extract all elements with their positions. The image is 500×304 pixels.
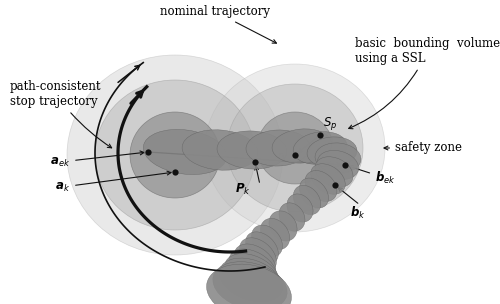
Text: $\boldsymbol{b}_{ek}$: $\boldsymbol{b}_{ek}$ <box>349 166 396 186</box>
Ellipse shape <box>95 80 255 230</box>
Ellipse shape <box>213 262 287 304</box>
Ellipse shape <box>260 218 290 250</box>
Text: $\boldsymbol{a}_k$: $\boldsymbol{a}_k$ <box>55 171 171 194</box>
Ellipse shape <box>182 130 258 170</box>
Text: $\boldsymbol{b}_k$: $\boldsymbol{b}_k$ <box>350 205 366 221</box>
Ellipse shape <box>287 194 313 222</box>
Ellipse shape <box>205 64 385 232</box>
Text: $\boldsymbol{P}_k$: $\boldsymbol{P}_k$ <box>235 182 251 197</box>
Ellipse shape <box>224 254 280 294</box>
Ellipse shape <box>217 131 287 169</box>
Ellipse shape <box>229 249 277 287</box>
Ellipse shape <box>219 258 283 302</box>
Ellipse shape <box>257 112 333 184</box>
Ellipse shape <box>305 171 337 202</box>
Ellipse shape <box>315 157 353 187</box>
Text: $S_p$: $S_p$ <box>323 115 338 132</box>
Ellipse shape <box>272 129 332 163</box>
Ellipse shape <box>240 238 277 272</box>
Ellipse shape <box>67 55 283 255</box>
Text: path-consistent
stop trajectory: path-consistent stop trajectory <box>10 80 112 148</box>
Ellipse shape <box>310 164 346 194</box>
Text: basic  bounding  volume
using a SSL: basic bounding volume using a SSL <box>348 37 500 129</box>
Ellipse shape <box>252 225 282 257</box>
Text: $\boldsymbol{a}_{ek}$: $\boldsymbol{a}_{ek}$ <box>50 151 144 168</box>
Ellipse shape <box>206 264 292 304</box>
Ellipse shape <box>144 130 226 174</box>
Text: $r_v$: $r_v$ <box>278 150 288 164</box>
Ellipse shape <box>293 132 347 164</box>
Ellipse shape <box>279 203 305 231</box>
Ellipse shape <box>307 137 357 167</box>
Ellipse shape <box>246 130 310 166</box>
Text: safety zone: safety zone <box>384 141 462 154</box>
Ellipse shape <box>227 84 363 212</box>
Ellipse shape <box>315 143 361 173</box>
Ellipse shape <box>269 211 297 241</box>
Ellipse shape <box>234 244 276 280</box>
Ellipse shape <box>300 178 328 208</box>
Ellipse shape <box>318 150 358 180</box>
Ellipse shape <box>246 232 278 264</box>
Ellipse shape <box>294 185 320 215</box>
Text: nominal trajectory: nominal trajectory <box>160 5 276 43</box>
Ellipse shape <box>130 112 220 198</box>
